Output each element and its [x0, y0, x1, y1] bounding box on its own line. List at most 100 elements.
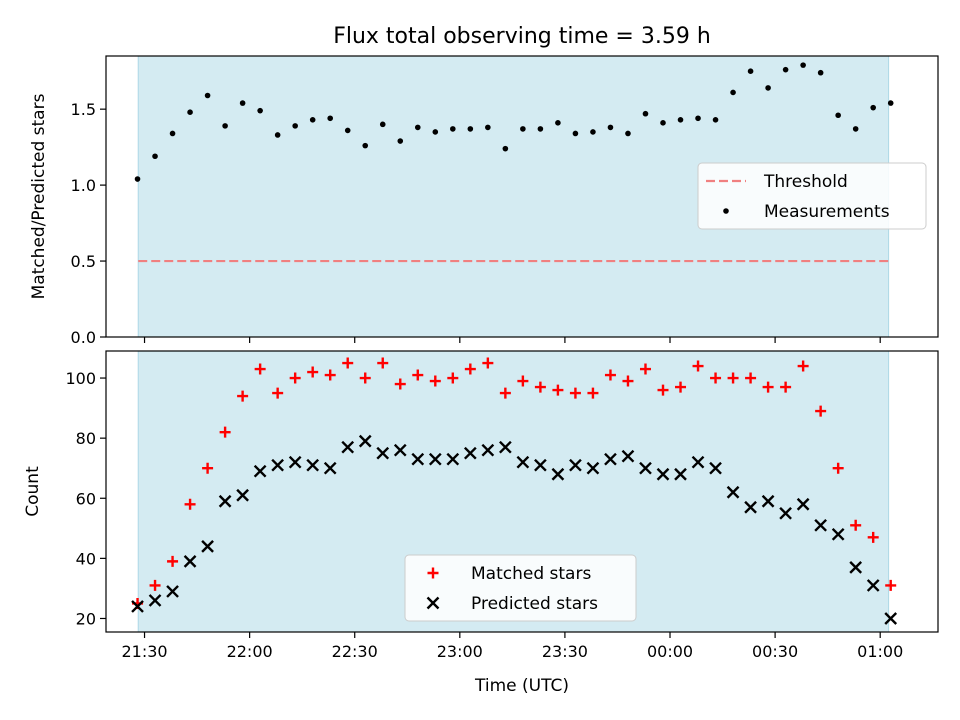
data-point: [765, 85, 771, 91]
y-tick-label: 20: [76, 609, 96, 628]
data-point: [499, 387, 511, 399]
data-point: [569, 458, 582, 472]
data-point: [815, 405, 827, 417]
data-point: [551, 467, 565, 481]
x-tick-label: 21:30: [121, 642, 167, 661]
data-point: [342, 357, 354, 369]
data-point: [202, 462, 214, 474]
legend-swatch: [426, 596, 440, 610]
data-point: [184, 498, 196, 510]
data-point: [271, 458, 285, 472]
series-predicted-stars: [131, 434, 898, 625]
data-point: [797, 360, 809, 372]
data-point: [730, 89, 736, 96]
x-tick-label: 22:00: [227, 642, 273, 661]
data-point: [625, 130, 631, 137]
data-point: [274, 132, 281, 138]
data-point: [537, 126, 544, 132]
series-matched-stars: [132, 357, 897, 609]
data-point: [394, 378, 406, 390]
data-point: [183, 555, 197, 568]
data-point: [867, 531, 879, 543]
legend-label: Predicted stars: [471, 594, 598, 614]
data-point: [761, 494, 775, 508]
data-point: [656, 467, 670, 481]
data-point: [817, 69, 824, 76]
data-point: [464, 363, 476, 375]
data-point: [745, 372, 757, 384]
data-point: [204, 92, 211, 99]
data-point: [376, 446, 390, 460]
legend-swatch: [427, 567, 439, 579]
data-point: [447, 372, 459, 384]
plot-frame: [105, 55, 939, 338]
data-point: [780, 381, 792, 393]
legend-box: [697, 162, 927, 230]
data-point: [414, 124, 421, 131]
data-point: [885, 579, 897, 591]
data-point: [379, 121, 386, 128]
x-tick-label: 23:00: [437, 642, 483, 661]
data-point: [870, 104, 876, 111]
data-point: [796, 497, 810, 511]
data-point: [660, 120, 666, 126]
data-point: [712, 116, 719, 123]
data-point: [677, 116, 684, 123]
data-point: [344, 127, 351, 134]
y-tick-label: 80: [76, 429, 96, 448]
data-point: [800, 62, 806, 68]
y-tick-label: 100: [65, 369, 96, 388]
data-point: [429, 375, 441, 387]
data-point: [359, 372, 371, 384]
data-point: [814, 518, 827, 532]
data-point: [622, 375, 634, 387]
data-point: [187, 109, 193, 115]
plot-frame: [105, 350, 939, 633]
data-point: [552, 384, 564, 396]
data-point: [237, 390, 249, 402]
data-point: [762, 381, 774, 393]
data-point: [832, 462, 844, 474]
data-point: [639, 461, 652, 475]
data-point: [166, 585, 179, 598]
x-axis-label: Time (UTC): [474, 676, 569, 696]
data-point: [341, 440, 355, 454]
data-point: [866, 579, 880, 592]
data-point: [604, 452, 617, 466]
data-point: [239, 100, 246, 106]
data-point: [852, 126, 859, 132]
x-tick-label: 22:30: [332, 642, 378, 661]
y-tick-label: 60: [76, 489, 96, 508]
count-panel: 20 40 60 80 100 21:30 22:00 22:30 23:00 23:30 00:0…: [23, 350, 939, 661]
data-point: [236, 488, 249, 502]
data-point: [288, 455, 302, 469]
data-point: [604, 369, 616, 381]
data-point: [586, 461, 600, 475]
data-point: [323, 461, 337, 475]
y-tick-label: 0.0: [71, 328, 96, 347]
data-point: [131, 600, 144, 613]
y-tick-label: 40: [76, 549, 96, 568]
data-point: [463, 446, 477, 460]
y-tick-label: 1.0: [71, 176, 96, 195]
data-point: [327, 115, 334, 122]
y-axis-label: Count: [23, 466, 43, 517]
data-point: [432, 129, 439, 135]
data-point: [884, 612, 898, 625]
data-point: [835, 112, 841, 119]
legend-swatch: [723, 208, 729, 214]
y-tick-label: 1.5: [71, 100, 96, 119]
data-point: [516, 455, 530, 469]
data-point: [397, 138, 404, 144]
data-point: [534, 458, 547, 472]
data-point: [253, 464, 267, 478]
data-point: [358, 434, 372, 448]
data-point: [850, 519, 862, 531]
data-point: [744, 500, 757, 514]
y-tick-label: 0.5: [71, 252, 96, 271]
x-tick-label: 23:30: [542, 642, 588, 661]
series-measurements: [134, 62, 894, 182]
legend: Threshold Measurements: [697, 162, 927, 230]
data-point: [306, 458, 320, 472]
